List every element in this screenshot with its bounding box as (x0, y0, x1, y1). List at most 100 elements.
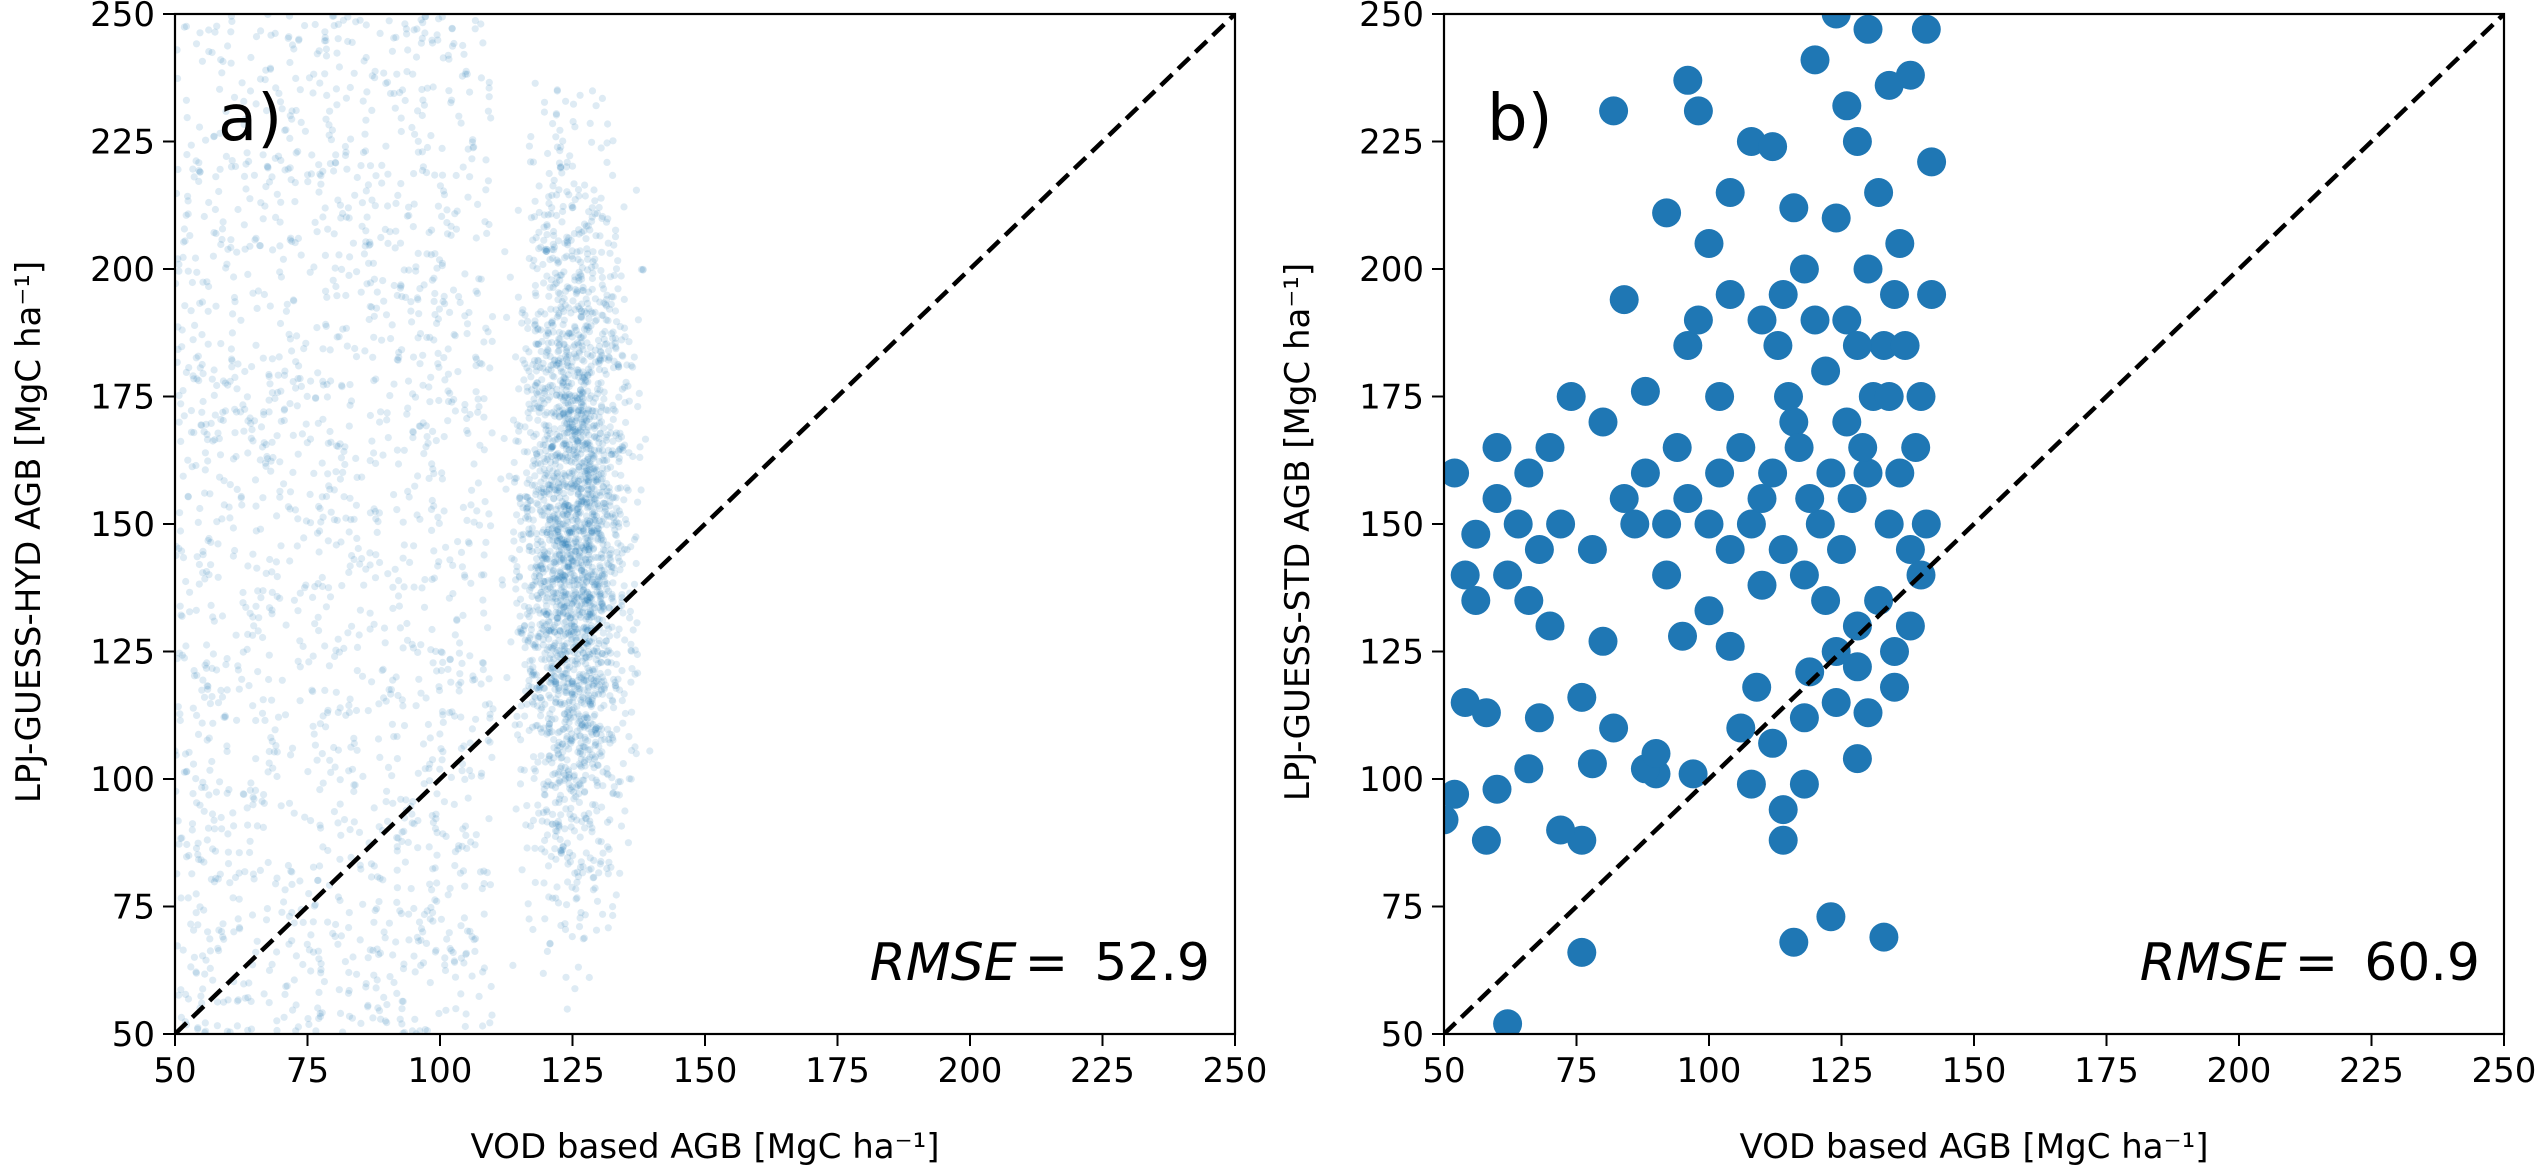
panel-a-point (366, 302, 374, 311)
panel-a-point (539, 260, 547, 269)
panel-a-point (210, 816, 218, 824)
panel-a-point (294, 450, 302, 458)
panel-a-point (248, 363, 256, 371)
panel-a-point (577, 307, 586, 315)
panel-a-point (503, 674, 511, 682)
panel-a-point (332, 920, 340, 929)
panel-a-point (568, 416, 576, 424)
panel-a-point (453, 615, 461, 624)
panel-a-point (199, 547, 207, 556)
panel-a-point (562, 507, 570, 515)
panel-a-point (421, 576, 429, 584)
panel-a-point (468, 486, 476, 494)
panel-a-point (305, 74, 314, 82)
panel-a-point (592, 473, 600, 481)
panel-a-point (206, 700, 214, 708)
panel-a-point (500, 434, 508, 443)
panel-a-point (583, 475, 591, 483)
panel-a-point (347, 135, 355, 143)
panel-a-point (228, 363, 236, 371)
panel-a-point (579, 586, 587, 594)
panel-a-point (582, 222, 591, 230)
panel-a-point (599, 546, 608, 554)
panel-a-point (574, 406, 583, 414)
panel-a-point (348, 622, 356, 630)
panel-a-point (537, 404, 545, 412)
panel-a-point (402, 293, 410, 301)
panel-a-point (480, 964, 488, 972)
panel-a-point (591, 884, 599, 892)
panel-a-point (178, 612, 186, 620)
panel-a-point (292, 952, 300, 960)
panel-a-point (570, 482, 578, 490)
panel-a-point (568, 577, 576, 585)
panel-a-point (239, 648, 247, 656)
panel-a-point (574, 302, 582, 310)
panel-b-xtick-label: 75 (1555, 1051, 1598, 1091)
panel-a-point (593, 782, 601, 790)
panel-a-point (572, 783, 580, 791)
panel-a-point (568, 690, 576, 698)
panel-a-point (597, 659, 605, 667)
panel-a-point (281, 990, 289, 999)
panel-a-point (545, 199, 553, 207)
panel-a-point (194, 518, 202, 527)
panel-b-point (1471, 825, 1501, 855)
panel-a-point (467, 501, 475, 509)
panel-a-point (537, 845, 546, 853)
panel-a-point (565, 408, 573, 416)
panel-a-point (615, 435, 623, 443)
panel-a-point (410, 952, 418, 960)
panel-a-point (332, 646, 340, 654)
panel-a-point (529, 361, 537, 369)
panel-a-point (567, 458, 576, 466)
panel-a-point (523, 504, 531, 512)
panel-a-point (561, 763, 569, 772)
panel-b-point (1901, 433, 1931, 462)
panel-a-point (585, 415, 593, 423)
panel-a-point (506, 273, 514, 281)
panel-a-point (352, 706, 361, 715)
panel-a-rmse-equals: = (1025, 933, 1069, 993)
panel-a-point (574, 625, 582, 633)
panel-a-point (597, 857, 605, 866)
panel-a-point (573, 816, 581, 824)
panel-a-point (398, 1005, 406, 1013)
panel-a-point (551, 678, 560, 686)
panel-a-point (546, 710, 554, 718)
panel-a-point (546, 536, 554, 544)
panel-a-point (235, 849, 243, 857)
panel-a-point (573, 366, 581, 374)
panel-a-point (317, 180, 325, 188)
panel-a-point (464, 538, 472, 546)
panel-a-point (393, 70, 401, 78)
panel-a-point (573, 394, 581, 402)
panel-a-point (324, 918, 332, 926)
panel-a-point (327, 508, 335, 516)
panel-b-point (1747, 305, 1777, 335)
panel-a-point (386, 973, 394, 981)
panel-a-point (293, 542, 301, 550)
panel-a-point (597, 550, 606, 558)
panel-a-point (212, 788, 220, 796)
panel-a-point (501, 248, 509, 256)
panel-a-point (572, 530, 580, 538)
panel-a-point (326, 756, 334, 764)
panel-a-point (526, 657, 534, 665)
panel-a-point (482, 186, 490, 194)
panel-b-point (1821, 688, 1851, 717)
panel-a-point (568, 333, 576, 341)
panel-a-point (535, 606, 543, 614)
panel-a-point (551, 412, 559, 420)
panel-a-point (201, 1029, 209, 1034)
panel-a-point (192, 461, 200, 470)
panel-a-point (553, 339, 561, 347)
panel-a-point (550, 243, 559, 251)
panel-a-point (584, 255, 592, 263)
panel-a-point (574, 453, 582, 461)
panel-a-point (582, 660, 590, 668)
panel-a-point (535, 408, 543, 416)
panel-a-point (550, 246, 558, 254)
panel-a-point (344, 629, 352, 637)
